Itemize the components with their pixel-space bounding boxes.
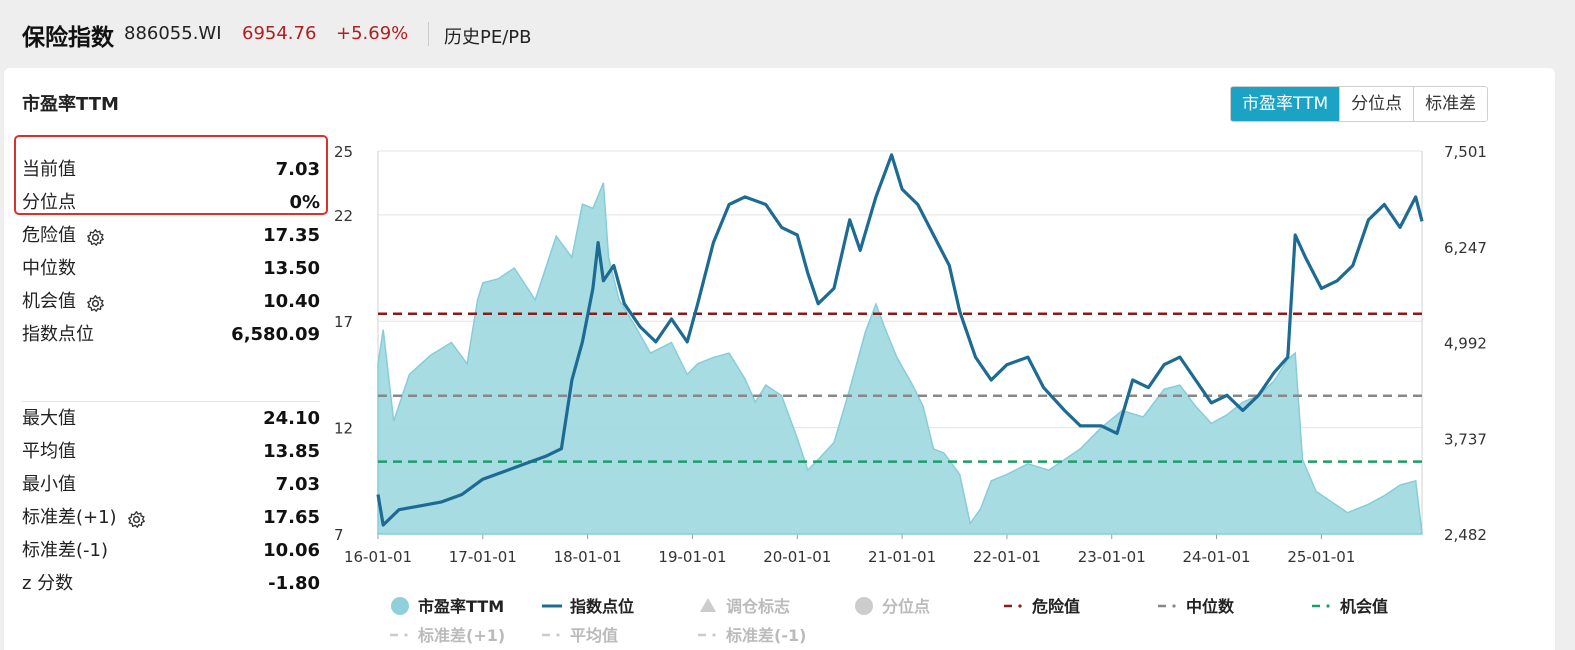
x-tick-label: 17-01-01 xyxy=(449,548,517,566)
y-right-tick-label: 2,482 xyxy=(1444,526,1487,544)
legend-item-label: 标准差(-1) xyxy=(725,626,806,645)
x-tick-label: 19-01-01 xyxy=(658,548,726,566)
stat-label: 机会值 xyxy=(22,285,105,318)
settings-gear-icon[interactable] xyxy=(86,225,105,246)
stat-value: 10.06 xyxy=(263,540,320,561)
legend-item-label: 平均值 xyxy=(570,626,618,645)
legend-item-label: 分位点 xyxy=(882,597,930,616)
history-pe-pb-link[interactable]: 历史PE/PB xyxy=(444,27,532,48)
stat-value: 24.10 xyxy=(263,408,320,429)
stat-row: 平均值 13.85 xyxy=(22,435,320,468)
y-left-tick-label: 12 xyxy=(334,420,353,438)
stat-value: 13.50 xyxy=(263,258,320,279)
stats-divider xyxy=(22,401,320,402)
tab-percentile[interactable]: 分位点 xyxy=(1339,87,1414,121)
stat-row: 标准差(+1) 17.65 xyxy=(22,501,320,534)
y-right-tick-label: 3,737 xyxy=(1444,430,1487,448)
stat-value: 7.03 xyxy=(275,474,320,495)
x-tick-label: 22-01-01 xyxy=(973,548,1041,566)
index-name: 保险指数 xyxy=(22,25,114,51)
legend-swatch xyxy=(855,597,873,615)
stat-value: -1.80 xyxy=(268,573,320,594)
stat-label: 标准差(+1) xyxy=(22,501,146,534)
stat-label: 标准差(-1) xyxy=(22,540,108,561)
stat-label: 平均值 xyxy=(22,441,76,462)
stat-label: z 分数 xyxy=(22,573,74,594)
legend-swatch xyxy=(1018,604,1022,608)
x-tick-label: 20-01-01 xyxy=(763,548,831,566)
stats-bottom: 最大值 24.10 平均值 13.85 最小值 7.03 标准差(+1) 17.65 标准差(-… xyxy=(22,402,320,600)
stat-label: 最大值 xyxy=(22,408,76,429)
legend-item-label: 指数点位 xyxy=(570,597,634,616)
stat-value: 10.40 xyxy=(263,291,320,312)
stat-row: 分位点 0% xyxy=(22,186,320,219)
legend-item-label: 调仓标志 xyxy=(726,597,790,616)
tab-pe-ttm[interactable]: 市盈率TTM xyxy=(1231,87,1340,121)
stat-label: 最小值 xyxy=(22,474,76,495)
stat-row: 标准差(-1) 10.06 xyxy=(22,534,320,567)
x-tick-label: 16-01-01 xyxy=(344,548,412,566)
stat-row: 最小值 7.03 xyxy=(22,468,320,501)
y-right-tick-label: 7,501 xyxy=(1444,143,1487,161)
stat-value: 7.03 xyxy=(275,159,320,180)
stat-value: 0% xyxy=(289,192,320,213)
stat-value: 17.65 xyxy=(263,507,320,528)
current-value-highlight xyxy=(14,135,328,215)
index-change: +5.69% xyxy=(336,23,409,44)
stat-label: 指数点位 xyxy=(22,324,94,345)
legend-swatch xyxy=(712,633,716,637)
stat-label: 危险值 xyxy=(22,219,105,252)
legend-swatch xyxy=(404,633,408,637)
panel-title: 市盈率TTM xyxy=(22,94,119,115)
stat-row: 机会值 10.40 xyxy=(22,285,320,318)
stat-value: 6,580.09 xyxy=(231,324,320,345)
stat-label: 中位数 xyxy=(22,258,76,279)
y-left-tick-label: 22 xyxy=(334,207,353,225)
index-code: 886055.WI xyxy=(124,23,222,44)
y-right-tick-label: 6,247 xyxy=(1444,239,1487,257)
index-level-line xyxy=(376,153,1424,527)
stat-label: 分位点 xyxy=(22,192,76,213)
stats-top: 当前值 7.03 分位点 0% 危险值 17.35 中位数 13.50 机会值 10.40 指数点位… xyxy=(22,153,320,351)
settings-gear-icon[interactable] xyxy=(127,507,146,528)
legend-item-label: 中位数 xyxy=(1186,597,1235,616)
legend-swatch xyxy=(556,633,560,637)
legend-item-label: 市盈率TTM xyxy=(418,597,504,616)
legend-swatch xyxy=(391,597,409,615)
legend-swatch xyxy=(700,598,716,612)
stat-row: 危险值 17.35 xyxy=(22,219,320,252)
stat-row: 指数点位 6,580.09 xyxy=(22,318,320,351)
legend-item-label: 机会值 xyxy=(1340,597,1388,616)
y-left-tick-label: 25 xyxy=(334,143,353,161)
stat-row: 中位数 13.50 xyxy=(22,252,320,285)
index-price: 6954.76 xyxy=(242,23,317,44)
x-tick-label: 23-01-01 xyxy=(1078,548,1146,566)
stat-label: 当前值 xyxy=(22,159,76,180)
stat-row: z 分数 -1.80 xyxy=(22,567,320,600)
pe-chart: 25 22 17 12 7 7,501 6,247 4,992 3,737 2,482 16-01-… xyxy=(334,143,1487,645)
stat-row: 最大值 24.10 xyxy=(22,402,320,435)
legend-swatch xyxy=(1172,604,1176,608)
legend-item-label: 危险值 xyxy=(1032,597,1080,616)
stat-value: 13.85 xyxy=(263,441,320,462)
stat-row: 当前值 7.03 xyxy=(22,153,320,186)
header-divider xyxy=(428,22,429,46)
settings-gear-icon[interactable] xyxy=(86,291,105,312)
valuation-panel: 市盈率TTM 市盈率TTM 分位点 标准差 当前值 7.03 分位点 0% 危险值 17.… xyxy=(4,68,1555,650)
legend-swatch xyxy=(1326,604,1330,608)
y-right-tick-label: 4,992 xyxy=(1444,335,1487,353)
y-left-tick-label: 7 xyxy=(334,526,344,544)
x-tick-label: 21-01-01 xyxy=(868,548,936,566)
y-left-tick-label: 17 xyxy=(334,313,353,331)
metric-tabs: 市盈率TTM 分位点 标准差 xyxy=(1230,86,1489,122)
pe-ttm-area xyxy=(377,182,1423,535)
tab-std-dev[interactable]: 标准差 xyxy=(1413,87,1488,121)
legend-item-label: 标准差(+1) xyxy=(417,626,505,645)
x-tick-label: 18-01-01 xyxy=(554,548,622,566)
x-tick-label: 25-01-01 xyxy=(1287,548,1355,566)
stat-value: 17.35 xyxy=(263,225,320,246)
header-bar: 保险指数 886055.WI 6954.76 +5.69% 历史PE/PB xyxy=(0,0,1575,68)
x-tick-label: 24-01-01 xyxy=(1183,548,1251,566)
